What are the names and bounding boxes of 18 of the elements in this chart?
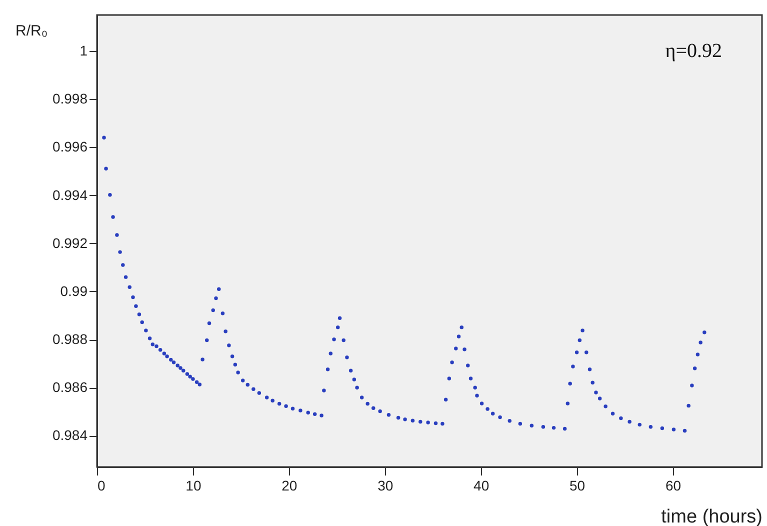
x-tick-label: 30 bbox=[378, 478, 394, 494]
annotation: η=0.92 bbox=[665, 40, 722, 62]
y-tick-label: 0.994 bbox=[52, 186, 88, 203]
y-tick-label: 1 bbox=[80, 42, 88, 59]
y-tick-label: 0.996 bbox=[52, 138, 88, 155]
y-tick-label: 0.988 bbox=[52, 331, 88, 348]
x-tick-label: 0 bbox=[98, 478, 106, 494]
y-tick-label: 0.984 bbox=[52, 427, 88, 444]
y-tick-label: 0.992 bbox=[52, 234, 88, 251]
y-tick-label: 0.99 bbox=[60, 282, 88, 299]
x-tick-label: 60 bbox=[665, 478, 682, 494]
x-tick-label: 10 bbox=[186, 478, 202, 494]
x-tick-label: 20 bbox=[282, 478, 298, 494]
x-tick-label: 50 bbox=[570, 478, 586, 494]
x-tick-label: 40 bbox=[474, 478, 490, 494]
y-tick-label: 0.998 bbox=[52, 90, 88, 107]
y-axis-title: R/R₀ bbox=[16, 22, 48, 40]
y-tick-label: 0.986 bbox=[52, 379, 88, 396]
